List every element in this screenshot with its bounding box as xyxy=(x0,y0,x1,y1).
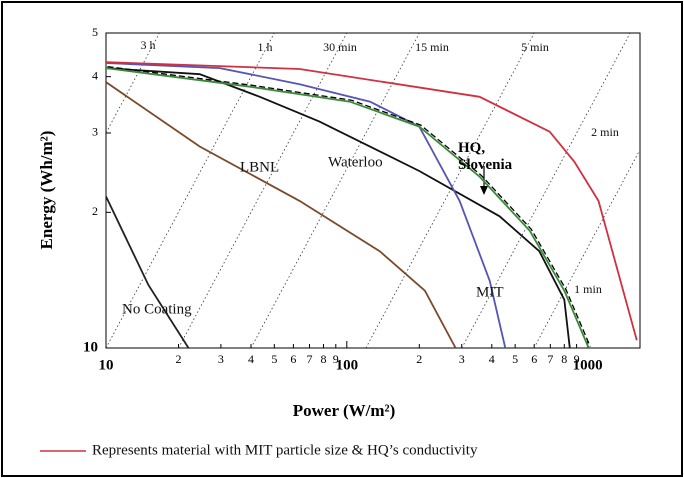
time-label: 1 min xyxy=(574,282,602,296)
series-label: Waterloo xyxy=(328,154,383,170)
x-tick-label: 2 xyxy=(175,352,181,366)
x-tick-label: 6 xyxy=(531,352,537,366)
y-tick-label: 10 xyxy=(83,339,98,355)
series-line xyxy=(106,61,638,341)
x-axis-label: Power (W/m²) xyxy=(293,401,396,420)
x-tick-label: 4 xyxy=(248,352,254,366)
y-tick-label: 2 xyxy=(92,204,98,218)
time-label: 1 h xyxy=(258,40,273,54)
time-label: 3 h xyxy=(141,38,156,52)
legend-label: Represents material with MIT particle si… xyxy=(92,442,478,458)
x-tick-label: 8 xyxy=(561,352,567,366)
series-label: HQ, Slovenia xyxy=(458,140,513,173)
x-tick-label: 1000 xyxy=(573,357,603,373)
x-tick-label: 3 xyxy=(459,352,465,366)
x-tick-label: 9 xyxy=(333,352,339,366)
series-label: No Coating xyxy=(122,301,192,317)
plot-area xyxy=(105,32,641,349)
series-line xyxy=(106,62,507,348)
time-label: 2 min xyxy=(591,125,619,139)
x-tick-label: 7 xyxy=(547,352,553,366)
x-tick-label: 5 xyxy=(271,352,277,366)
time-label: 5 min xyxy=(521,40,549,54)
series-line xyxy=(106,81,457,348)
series-label: MIT xyxy=(476,284,504,300)
y-axis-label: Energy (Wh/m²) xyxy=(37,131,56,250)
x-tick-label: 8 xyxy=(320,352,326,366)
series-line xyxy=(106,67,590,348)
time-label: 30 min xyxy=(323,40,357,54)
y-tick-label: 5 xyxy=(92,25,98,39)
arrow-head xyxy=(480,186,488,195)
x-tick-label: 7 xyxy=(307,352,313,366)
y-tick-label: 3 xyxy=(92,125,98,139)
x-tick-label: 5 xyxy=(512,352,518,366)
series-label: LBNL xyxy=(240,159,279,175)
y-tick-label: 4 xyxy=(92,68,98,82)
x-tick-label: 100 xyxy=(336,357,359,373)
series-line xyxy=(106,196,190,348)
x-tick-label: 2 xyxy=(416,352,422,366)
x-tick-label: 9 xyxy=(574,352,580,366)
time-label: 15 min xyxy=(415,40,449,54)
x-tick-label: 10 xyxy=(99,357,114,373)
x-tick-label: 4 xyxy=(489,352,495,366)
x-tick-label: 3 xyxy=(218,352,224,366)
x-tick-label: 6 xyxy=(290,352,296,366)
